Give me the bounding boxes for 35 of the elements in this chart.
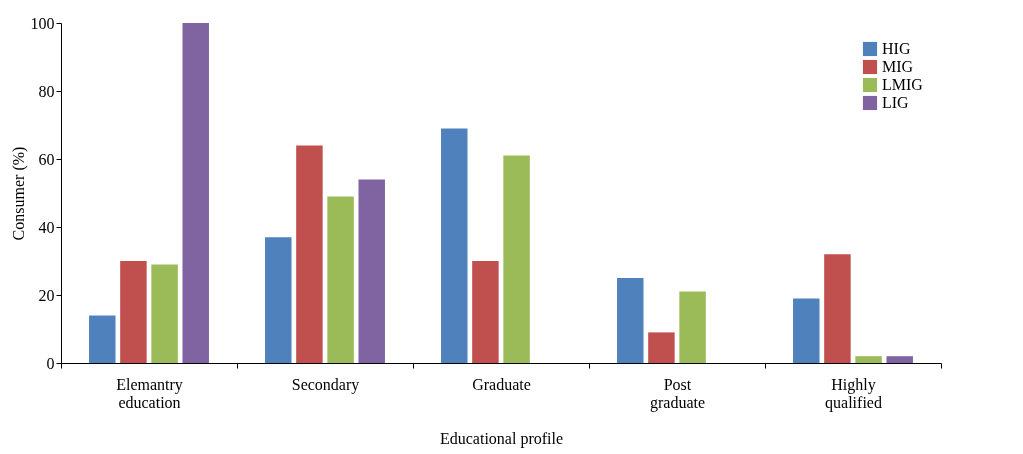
bar (120, 261, 147, 363)
bar (824, 254, 851, 363)
y-tick-label: 80 (38, 82, 55, 100)
bar (327, 196, 354, 363)
x-axis-title: Educational profile (439, 429, 564, 448)
y-tick-label: 0 (46, 354, 55, 372)
y-axis-title: Consumer (%) (9, 146, 28, 241)
y-tick-label: 100 (30, 14, 55, 32)
bar (648, 332, 675, 363)
bar (151, 264, 178, 363)
bar (855, 356, 882, 363)
y-tick-label: 60 (38, 150, 55, 168)
bar (503, 155, 530, 363)
x-tick-label: Post graduate (649, 375, 706, 412)
bar (358, 179, 385, 363)
bar (793, 298, 820, 363)
legend-label: MIG (882, 58, 914, 75)
legend-label: LIG (882, 94, 910, 111)
bar (89, 315, 116, 363)
bar (441, 128, 468, 363)
x-tick-label: Highly qualified (825, 375, 882, 412)
x-tick-label: Elemantry education (116, 375, 183, 411)
y-tick-label: 40 (38, 218, 55, 236)
bar (182, 23, 209, 363)
bar (617, 278, 644, 363)
y-tick-label: 20 (38, 286, 55, 304)
x-tick-label: Graduate (472, 375, 531, 393)
legend-label: LMIG (882, 76, 924, 93)
bar (265, 237, 292, 363)
bar (679, 291, 706, 363)
bar (296, 145, 323, 363)
bar (472, 261, 499, 363)
bar (886, 356, 913, 363)
legend-label: HIG (882, 40, 911, 57)
x-tick-label: Secondary (291, 375, 360, 394)
